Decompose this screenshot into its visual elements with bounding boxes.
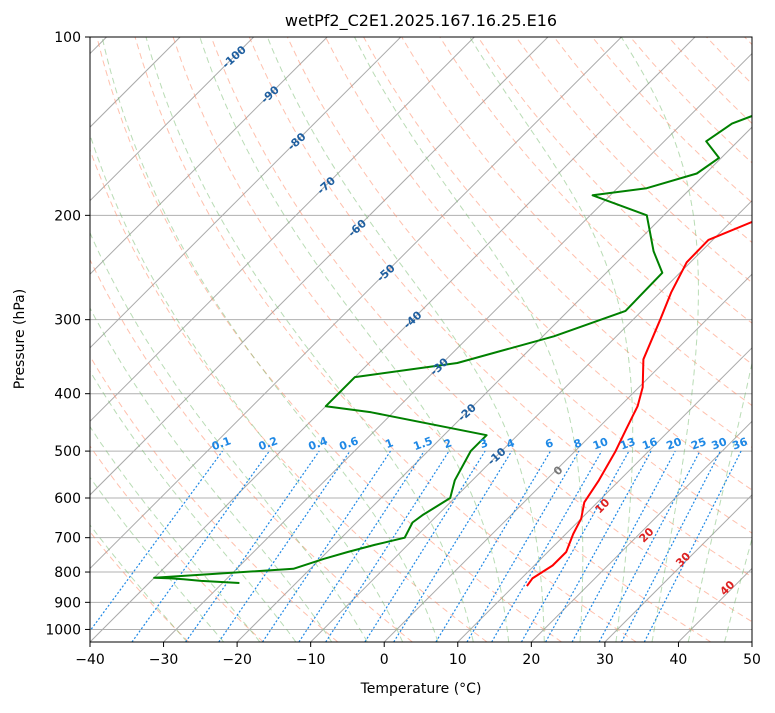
y-tick-label: 700	[54, 531, 81, 547]
x-tick-label: 40	[670, 652, 688, 668]
x-tick-label: 20	[522, 652, 540, 668]
y-tick-label: 200	[54, 208, 81, 224]
y-tick-label: 1000	[45, 622, 81, 638]
y-tick-label: 100	[54, 30, 81, 46]
x-tick-label: 0	[380, 652, 389, 668]
x-tick-label: −10	[296, 652, 326, 668]
x-tick-label: 30	[596, 652, 614, 668]
y-axis-label: Pressure (hPa)	[12, 289, 28, 389]
y-tick-label: 600	[54, 491, 81, 507]
x-axis-label: Temperature (°C)	[360, 681, 482, 697]
chart-title: wetPf2_C2E1.2025.167.16.25.E16	[285, 11, 557, 31]
y-tick-label: 900	[54, 595, 81, 611]
y-tick-label: 800	[54, 565, 81, 581]
x-tick-label: 50	[743, 652, 761, 668]
x-tick-label: −40	[75, 652, 105, 668]
y-tick-label: 500	[54, 444, 81, 460]
x-tick-label: −30	[149, 652, 179, 668]
x-tick-label: 10	[449, 652, 467, 668]
x-tick-label: −20	[222, 652, 252, 668]
y-tick-label: 300	[54, 313, 81, 329]
y-tick-label: 400	[54, 387, 81, 403]
